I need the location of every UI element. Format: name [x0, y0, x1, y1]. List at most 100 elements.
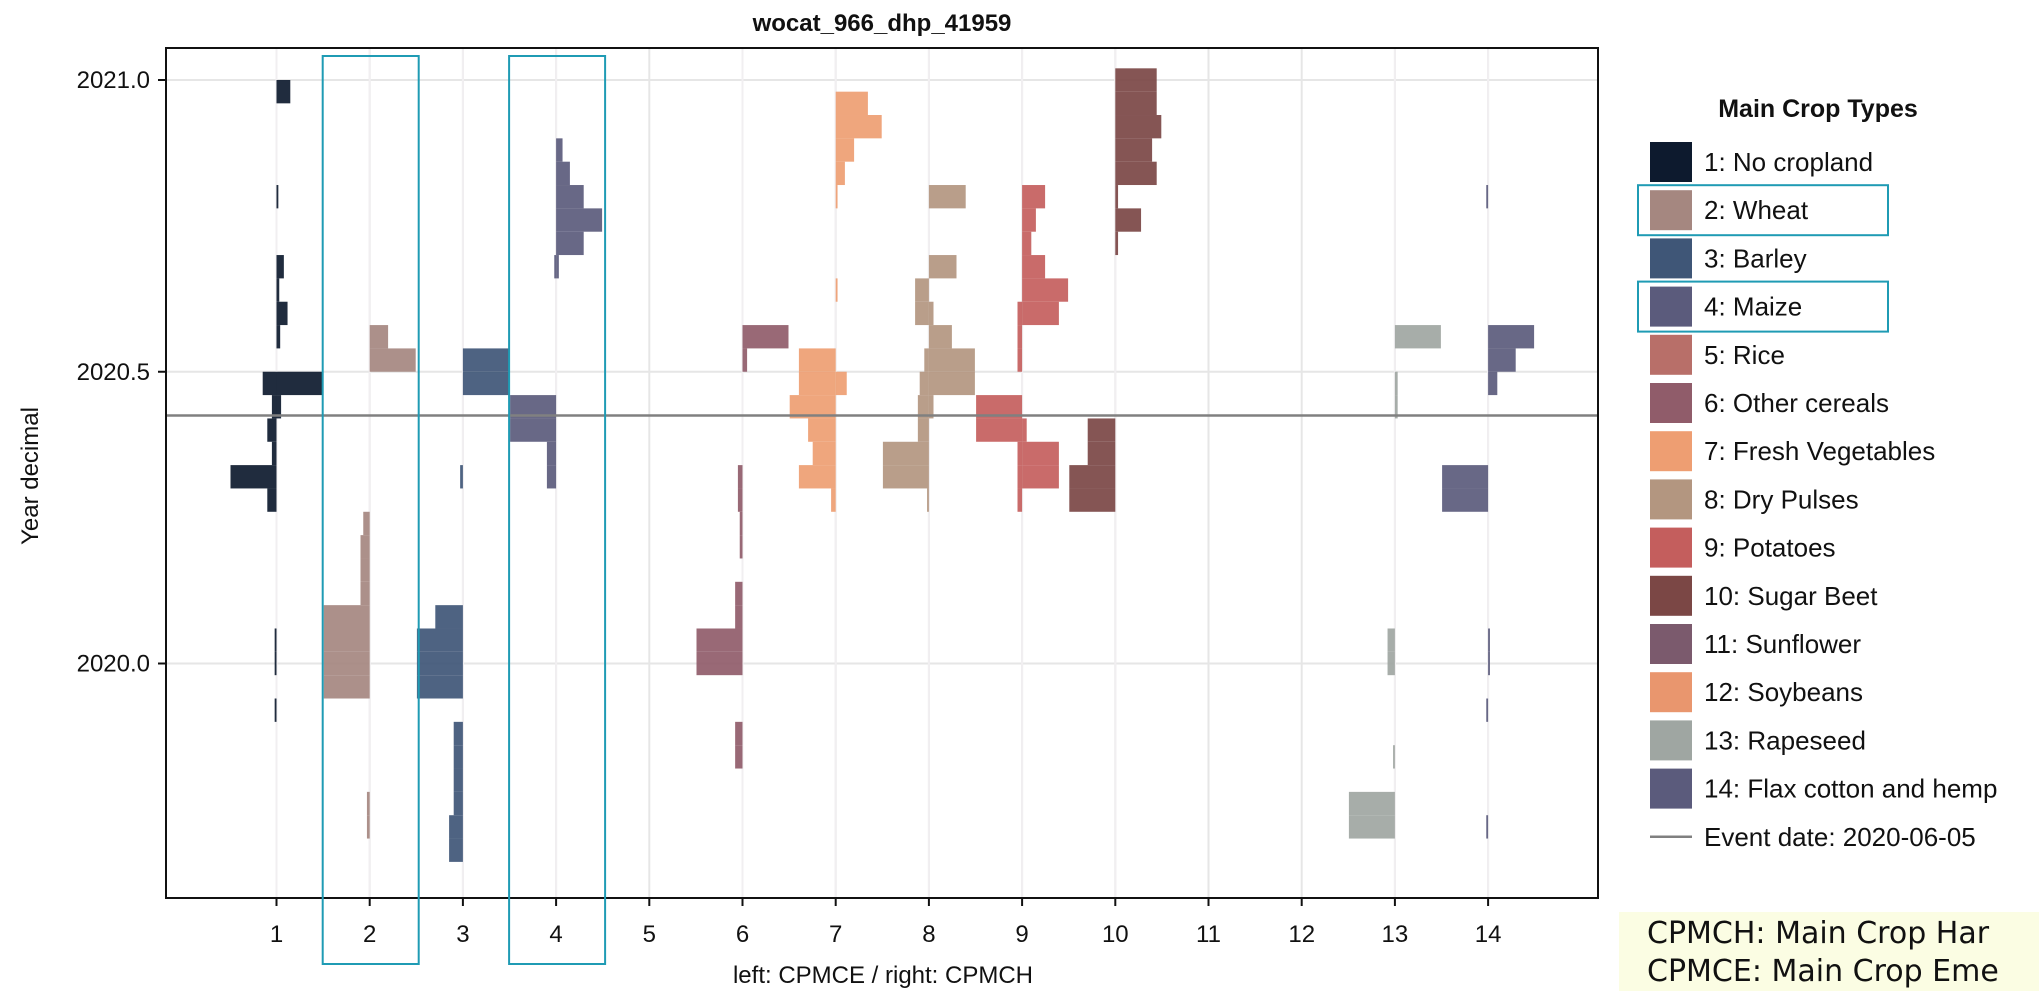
legend-item-label: 7: Fresh Vegetables	[1704, 436, 1935, 466]
bar-cpmce	[917, 395, 929, 419]
bar-cpmch	[369, 348, 416, 372]
bar-cpmch	[1488, 371, 1498, 396]
bar-cpmce	[1017, 441, 1023, 466]
x-tick-label: 14	[1475, 921, 1502, 948]
x-tick-label: 12	[1288, 921, 1315, 948]
bar-cpmch	[835, 91, 868, 116]
bar-cpmch	[276, 80, 291, 104]
x-tick-label: 4	[549, 921, 562, 948]
legend-item-label: 13: Rapeseed	[1704, 725, 1866, 755]
legend-swatch	[1650, 720, 1692, 761]
bar-cpmce	[274, 628, 277, 652]
legend-swatch	[1650, 334, 1692, 375]
bar-cpmce	[1348, 791, 1395, 816]
bar-cpmce	[1087, 418, 1116, 442]
legend-swatch	[1650, 768, 1692, 809]
bar-cpmce	[1017, 465, 1023, 489]
y-tick-label: 2020.0	[77, 651, 150, 678]
legend-item-label: 8: Dry Pulses	[1704, 484, 1859, 514]
bar-cpmch	[556, 255, 559, 279]
bar-cpmce	[416, 651, 463, 676]
bar-cpmce	[1393, 745, 1395, 769]
bar-cpmch	[835, 115, 882, 139]
bar-cpmce	[1017, 348, 1023, 372]
bar-cpmch	[835, 138, 855, 162]
legend-item-label: 12: Soybeans	[1704, 677, 1863, 707]
bar-cpmce	[363, 511, 370, 536]
grid	[166, 48, 1598, 898]
legend-title: Main Crop Types	[1718, 95, 1918, 123]
bar-cpmch	[1022, 231, 1032, 256]
legend-swatch	[1650, 383, 1692, 423]
bar-cpmce	[510, 395, 557, 419]
bar-cpmch	[1022, 185, 1046, 209]
bar-cpmce	[808, 418, 836, 442]
chart-title: wocat_966_dhp_41959	[752, 10, 1012, 37]
legend-swatch	[1650, 624, 1692, 664]
legend-swatch	[1650, 431, 1692, 472]
highlights	[321, 55, 607, 965]
bar-cpmch	[1022, 278, 1069, 302]
bar-cpmce	[917, 418, 929, 442]
bar-cpmch	[835, 185, 838, 209]
legend-swatch	[1650, 286, 1692, 327]
bar-cpmce	[737, 465, 743, 489]
bar-cpmch	[1022, 255, 1046, 279]
legend-item-label: 10: Sugar Beet	[1704, 581, 1878, 611]
bar-cpmce	[1387, 651, 1395, 676]
bar-cpmch	[556, 185, 584, 209]
bar-cpmce	[735, 581, 743, 606]
bar-cpmce	[1348, 815, 1395, 839]
bar-cpmce	[1017, 301, 1023, 326]
x-tick-label: 3	[456, 921, 469, 948]
legend-swatch	[1650, 190, 1692, 231]
legend-event-label: Event date: 2020-06-05	[1704, 822, 1976, 852]
bar-cpmch	[276, 278, 280, 302]
bar-cpmch	[276, 325, 281, 349]
legend-item-label: 4: Maize	[1704, 292, 1802, 322]
bar-cpmch	[1115, 231, 1119, 256]
bar-cpmch	[928, 301, 934, 326]
bar-cpmce	[360, 558, 370, 582]
legend-item-label: 14: Flax cotton and hemp	[1704, 774, 1997, 804]
bar-cpmch	[1488, 348, 1516, 372]
legend-item-label: 2: Wheat	[1704, 195, 1809, 225]
bar-cpmch	[1022, 441, 1059, 466]
bar-cpmch	[1488, 628, 1490, 652]
bar-cpmce	[453, 745, 463, 769]
bar-cpmch	[1115, 68, 1157, 92]
bar-cpmch	[556, 208, 603, 232]
bar-cpmce	[360, 535, 370, 559]
bar-cpmce	[739, 535, 743, 559]
highlight-box-category-2	[321, 55, 420, 965]
bar-cpmce	[882, 441, 929, 466]
definition-note: CPMCH: Main Crop Har CPMCE: Main Crop Em…	[1619, 912, 2039, 991]
bars	[230, 48, 1535, 898]
bar-cpmce	[1069, 488, 1116, 512]
bar-cpmce	[737, 488, 743, 512]
legend-items: 1: No cropland 2: Wheat 3: Barley 4: Maize 5…	[1637, 142, 1997, 852]
bar-cpmch	[1115, 161, 1157, 186]
bar-cpmch	[1488, 325, 1535, 349]
bar-cpmch	[556, 138, 563, 162]
x-tick-label: 6	[736, 921, 749, 948]
bar-cpmch	[369, 325, 389, 349]
bar-cpmch	[276, 185, 279, 209]
bar-cpmce	[262, 371, 277, 396]
bar-cpmce	[915, 278, 929, 302]
bar-cpmce	[554, 255, 557, 279]
bar-cpmce	[924, 348, 929, 372]
bar-cpmce	[267, 418, 277, 442]
bar-cpmce	[1486, 185, 1489, 209]
bar-cpmch	[1022, 301, 1059, 326]
bar-cpmch	[556, 231, 584, 256]
bar-cpmce	[416, 628, 463, 652]
bar-cpmch	[928, 348, 975, 372]
bar-cpmce	[798, 348, 836, 372]
bar-cpmch	[928, 395, 934, 419]
bar-cpmch	[276, 371, 323, 396]
bar-cpmce	[1087, 441, 1116, 466]
bar-cpmch	[1394, 371, 1398, 396]
bar-cpmce	[323, 628, 370, 652]
